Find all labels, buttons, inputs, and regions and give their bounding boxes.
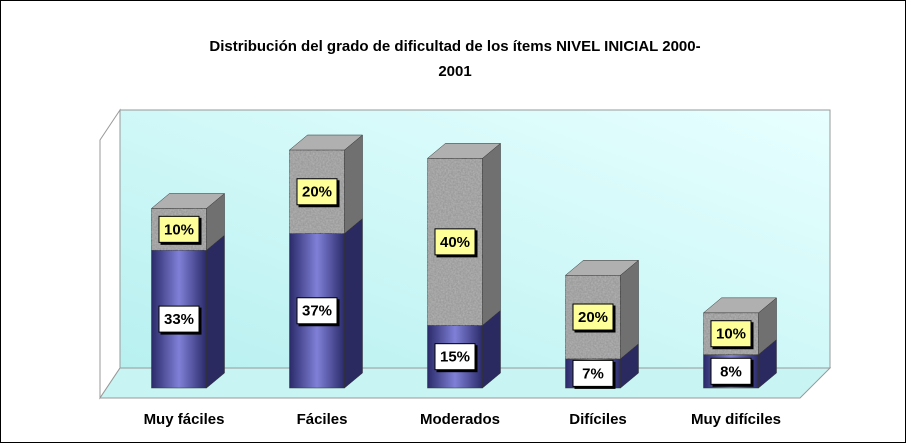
- data-label: 20%: [302, 184, 332, 201]
- data-label-box: [158, 305, 200, 333]
- bar-side: [344, 134, 363, 235]
- data-label: 37%: [302, 303, 332, 320]
- data-label-box: [572, 303, 614, 331]
- bar-top: [426, 143, 502, 159]
- bar-top: [150, 193, 226, 209]
- data-label: 7%: [582, 365, 604, 382]
- data-label-box: [710, 320, 752, 348]
- data-label-box: [572, 359, 614, 387]
- data-label: 20%: [578, 309, 608, 326]
- bar-side: [344, 217, 363, 389]
- bar-top: [702, 297, 778, 314]
- data-label: 33%: [164, 311, 194, 328]
- bar-top: [288, 134, 364, 151]
- data-label-box: [710, 357, 752, 385]
- x-tick-label: Moderados: [420, 411, 500, 428]
- chart-title: Distribución del grado de dificultad de …: [209, 38, 700, 55]
- x-tick-label: Muy difíciles: [691, 411, 781, 428]
- data-label-box: [434, 228, 476, 256]
- data-label-box: [296, 178, 338, 206]
- data-label: 10%: [164, 221, 194, 238]
- bar-side: [206, 234, 225, 389]
- bar-top: [564, 260, 640, 276]
- side-wall: [99, 108, 121, 400]
- data-label-box: [296, 297, 338, 325]
- data-label-box: [158, 215, 200, 243]
- data-label: 8%: [720, 363, 742, 380]
- chart-title: 2001: [438, 63, 471, 80]
- data-label: 10%: [716, 326, 746, 343]
- x-tick-label: Muy fáciles: [144, 411, 225, 428]
- x-tick-label: Fáciles: [297, 411, 348, 428]
- data-label-box: [434, 343, 476, 371]
- bar-side: [482, 142, 501, 326]
- bar-side: [620, 259, 639, 360]
- data-label: 40%: [440, 234, 470, 251]
- data-label: 15%: [440, 349, 470, 366]
- x-tick-label: Difíciles: [569, 411, 627, 428]
